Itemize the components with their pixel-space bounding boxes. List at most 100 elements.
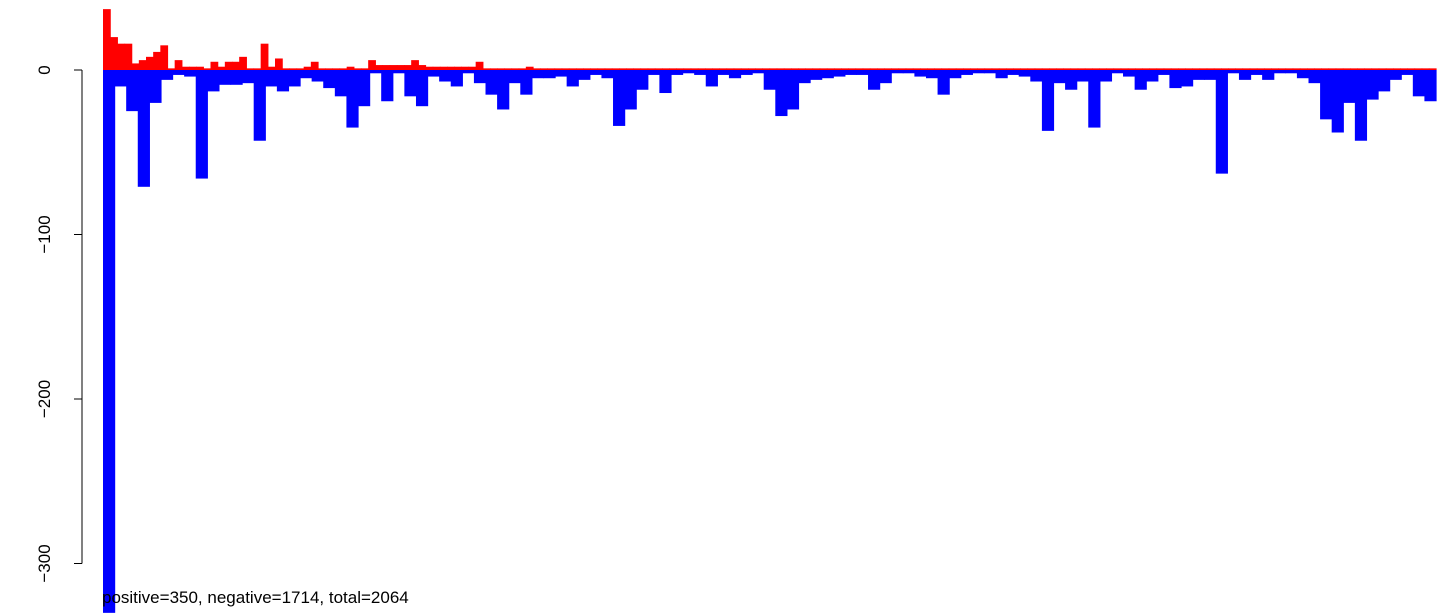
positive-bar <box>224 61 233 70</box>
positive-bar <box>1213 68 1222 70</box>
positive-bar <box>296 68 305 70</box>
positive-bar <box>346 66 355 70</box>
positive-bar <box>819 68 828 70</box>
negative-bar <box>763 70 776 90</box>
positive-bar <box>604 68 613 70</box>
positive-bar <box>733 68 742 70</box>
positive-bar <box>984 68 993 70</box>
positive-bar <box>948 68 957 70</box>
positive-bar <box>497 68 505 70</box>
negative-bar <box>218 70 232 85</box>
negative-bar <box>137 70 150 187</box>
positive-bar <box>138 60 147 70</box>
positive-bar <box>669 68 677 70</box>
y-tick-label: −100 <box>35 215 54 253</box>
negative-bar <box>1018 70 1031 77</box>
negative-bar <box>1354 70 1368 141</box>
positive-bar <box>554 68 563 70</box>
positive-bar <box>1342 68 1351 70</box>
negative-bar <box>1331 70 1344 133</box>
positive-bar <box>1027 68 1036 70</box>
negative-bar <box>705 70 718 87</box>
negative-bar <box>520 70 533 95</box>
positive-bar <box>1142 68 1150 70</box>
positive-bar <box>131 63 140 70</box>
positive-bar <box>1127 68 1136 70</box>
positive-bar <box>1357 68 1365 70</box>
negative-bar <box>914 70 927 77</box>
positive-bar <box>439 66 448 70</box>
negative-bar <box>450 70 463 87</box>
negative-bar <box>1296 70 1310 79</box>
negative-bar <box>404 70 417 97</box>
positive-bar <box>1178 68 1186 70</box>
positive-bar <box>977 68 986 70</box>
negative-bar <box>485 70 498 95</box>
positive-bar <box>1292 68 1301 70</box>
negative-bar <box>844 70 858 75</box>
positive-bar <box>927 68 935 70</box>
positive-bar <box>1199 68 1208 70</box>
negative-bar <box>184 70 197 77</box>
positive-bar <box>1092 68 1100 70</box>
negative-bar <box>543 70 556 79</box>
positive-bar <box>841 68 849 70</box>
positive-bar <box>203 68 212 70</box>
positive-bar <box>217 66 226 70</box>
y-axis: 0 −100 −200 −300 <box>35 65 83 583</box>
positive-bar <box>533 68 541 70</box>
positive-bar <box>633 68 642 70</box>
positive-bar <box>1034 68 1043 70</box>
positive-bar <box>719 68 728 70</box>
positive-bar <box>1221 68 1229 70</box>
positive-bar <box>877 68 885 70</box>
positive-bar <box>547 68 556 70</box>
positive-bar <box>568 68 577 70</box>
positive-bar <box>1099 68 1107 70</box>
negative-bar <box>300 70 313 79</box>
positive-bar <box>1228 68 1236 70</box>
positive-bar <box>1414 68 1423 70</box>
positive-bar <box>1335 68 1344 70</box>
negative-bar <box>381 70 394 102</box>
positive-bar <box>167 68 176 70</box>
positive-bar <box>662 68 670 70</box>
positive-bar <box>404 65 412 70</box>
negative-bar <box>427 70 440 77</box>
negative-bar <box>1134 70 1147 90</box>
positive-bar <box>1371 68 1380 70</box>
negative-bar <box>311 70 324 82</box>
positive-bar <box>275 58 283 70</box>
positive-bar <box>160 45 169 70</box>
positive-bar <box>339 68 348 70</box>
negative-bar <box>346 70 359 128</box>
positive-bar <box>597 68 606 70</box>
positive-bar <box>791 68 799 70</box>
positive-bar <box>454 66 462 70</box>
negative-bar <box>1343 70 1356 103</box>
negative-bar <box>1320 70 1333 120</box>
positive-bar <box>869 68 878 70</box>
negative-bar <box>1366 70 1379 100</box>
negative-bar <box>868 70 881 90</box>
negative-bar <box>891 70 904 74</box>
negative-bar <box>334 70 348 97</box>
negative-bar <box>833 70 846 77</box>
positive-bar <box>1084 68 1093 70</box>
positive-bar <box>1077 68 1086 70</box>
positive-bar <box>1041 68 1050 70</box>
negative-bar <box>902 70 915 74</box>
negative-bar <box>960 70 973 75</box>
positive-bar <box>1185 68 1193 70</box>
positive-bar <box>705 68 713 70</box>
positive-bar <box>447 66 455 70</box>
positive-bar <box>1278 68 1287 70</box>
positive-bar <box>540 68 548 70</box>
negative-bar <box>1308 70 1321 84</box>
negative-bar <box>1262 70 1275 80</box>
negative-bar <box>601 70 614 79</box>
positive-bar <box>1242 68 1251 70</box>
positive-bar <box>389 65 398 70</box>
negative-bar <box>578 70 591 80</box>
negative-bar <box>1250 70 1263 75</box>
